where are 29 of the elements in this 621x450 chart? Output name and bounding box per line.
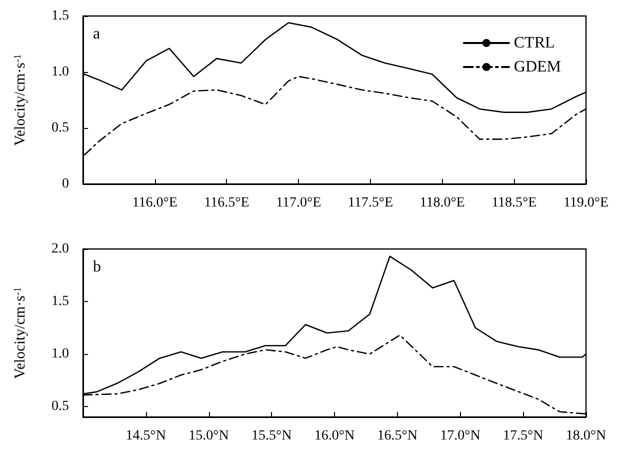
y-tick-label: 1.5 bbox=[52, 294, 69, 309]
y-axis-title: Velocity/cm·s-1 bbox=[12, 54, 28, 146]
x-tick-label: 18.0°N bbox=[566, 428, 606, 444]
x-tick-label: 118.0°E bbox=[420, 196, 465, 210]
x-tick-label: 17.0°N bbox=[440, 428, 480, 444]
x-tick-label: 16.0°N bbox=[314, 428, 355, 444]
y-tick-label: 0 bbox=[62, 176, 69, 192]
x-tick-label: 16.5°N bbox=[377, 428, 418, 444]
x-tick-label: 119.0°E bbox=[563, 196, 609, 210]
x-tick-label: 14.5°N bbox=[126, 428, 166, 444]
y-tick-label: 1.0 bbox=[52, 346, 69, 362]
x-tick-label: 117.5°E bbox=[348, 196, 393, 210]
y-tick-label: 2.0 bbox=[52, 242, 69, 256]
y-tick-label: 0.5 bbox=[52, 399, 69, 414]
x-tick-label: 117.0°E bbox=[276, 196, 322, 210]
x-tick-label: 15.0°N bbox=[188, 428, 229, 444]
annotation: a bbox=[93, 26, 100, 42]
legend-label: GDEM bbox=[514, 58, 561, 76]
x-tick-label: 116.5°E bbox=[204, 196, 250, 210]
x-tick-label: 15.5°N bbox=[252, 428, 292, 444]
x-tick-label: 17.5°N bbox=[503, 428, 544, 444]
x-tick-label: 116.0°E bbox=[132, 196, 178, 210]
x-tick-label: 118.5°E bbox=[492, 196, 537, 210]
y-axis-title: Velocity/cm·s-1 bbox=[12, 287, 28, 379]
y-tick-label: 0.5 bbox=[52, 120, 69, 136]
y-tick-label: 1.5 bbox=[52, 8, 69, 24]
y-tick-label: 1.0 bbox=[52, 64, 69, 80]
legend-label: CTRL bbox=[514, 34, 555, 52]
annotation: b bbox=[93, 258, 101, 276]
